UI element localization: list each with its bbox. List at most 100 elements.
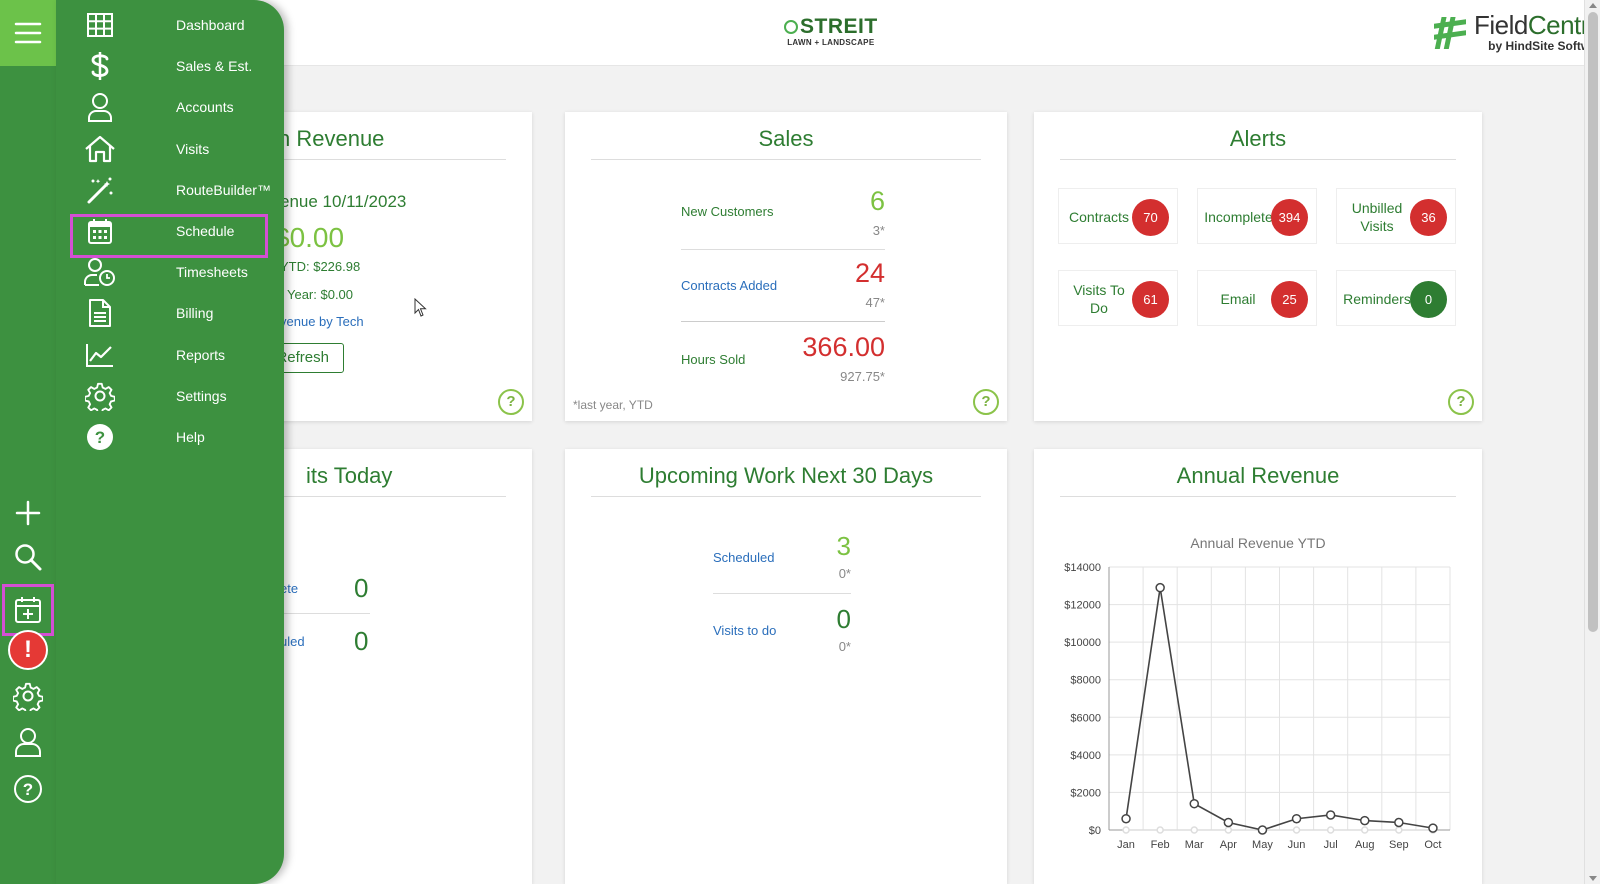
data-point: [1155, 582, 1165, 593]
help-icon: ?: [14, 775, 42, 803]
data-point: [1224, 826, 1233, 834]
fieldcentral-logo[interactable]: FieldCentral by HindSite Software: [1432, 12, 1600, 53]
upcoming-work-card: Upcoming Work Next 30 Days Scheduled 3 0…: [565, 449, 1007, 884]
count-badge: 394: [1271, 199, 1308, 236]
sales-row-value: 6: [869, 186, 885, 216]
user-icon: [15, 728, 41, 757]
selection-highlight: [70, 214, 268, 258]
sales-row-label[interactable]: Contracts Added: [681, 278, 778, 293]
revenue-by-tech-link[interactable]: venue by Tech: [280, 314, 364, 329]
scroll-down-icon[interactable]: [1589, 876, 1597, 881]
x-tick-label: Mar: [1185, 839, 1204, 851]
series-line: [1125, 587, 1434, 831]
alert-tile-contracts[interactable]: Contracts 70: [1058, 188, 1178, 244]
visits-row-label[interactable]: ete: [280, 581, 299, 596]
nav-item-settings[interactable]: Settings: [80, 377, 270, 415]
schedule-add-button[interactable]: [8, 590, 48, 630]
sales-row-label[interactable]: New Customers: [681, 204, 774, 219]
card-title: Upcoming Work Next 30 Days: [591, 463, 981, 497]
help-button[interactable]: ?: [8, 769, 48, 809]
x-tick-label: Jan: [1117, 839, 1135, 851]
fieldcentral-mark-icon: [1434, 16, 1466, 49]
annual-revenue-card: Annual Revenue Annual Revenue YTD $0 $200…: [1034, 449, 1482, 884]
x-tick-label: Aug: [1355, 839, 1375, 851]
y-tick-label: $6000: [1070, 712, 1101, 724]
nav-item-timesheets[interactable]: Timesheets: [80, 253, 270, 291]
count-badge: 36: [1410, 199, 1447, 236]
profile-button[interactable]: [8, 722, 48, 762]
x-tick-label: Sep: [1389, 839, 1409, 851]
sales-row-prev: 927.75*: [840, 369, 885, 384]
alert-tile-email[interactable]: Email 25: [1197, 270, 1317, 326]
nav-item-sales[interactable]: Sales & Est.: [80, 47, 270, 85]
left-rail: ! ?: [0, 0, 56, 884]
grid-icon: [80, 6, 120, 44]
data-point: [1292, 826, 1301, 834]
nav-item-accounts[interactable]: Accounts: [80, 88, 270, 126]
house-icon: [80, 130, 120, 168]
data-point: [1361, 826, 1369, 834]
sales-row: New Customers 6 3*: [681, 186, 885, 246]
nav-item-schedule[interactable]: Schedule: [80, 212, 270, 250]
sales-row-label: Hours Sold: [681, 352, 746, 367]
search-button[interactable]: [8, 537, 48, 577]
visits-row-value: 0: [354, 573, 369, 603]
upcoming-row-label[interactable]: Visits to do: [713, 623, 777, 638]
chart-line-icon: [80, 336, 120, 374]
scroll-thumb[interactable]: [1588, 12, 1598, 632]
help-icon[interactable]: ?: [498, 389, 524, 415]
calendar-add-icon: [15, 597, 41, 623]
sales-row: Contracts Added 24 47*: [681, 258, 885, 318]
gear-icon: [13, 682, 43, 711]
data-point: [1394, 817, 1404, 828]
svg-text:?: ?: [23, 780, 33, 799]
search-icon: [15, 544, 42, 571]
nav-item-dashboard[interactable]: Dashboard: [80, 6, 270, 44]
x-tick-label: Feb: [1151, 839, 1170, 851]
user-clock-icon: [80, 253, 120, 291]
y-tick-label: $10000: [1064, 637, 1101, 649]
divider: [713, 593, 851, 594]
data-point: [1291, 813, 1302, 824]
data-point: [1156, 826, 1164, 834]
help-icon[interactable]: ?: [973, 389, 999, 415]
menu-toggle-button[interactable]: [0, 0, 56, 66]
gear-icon: [80, 377, 120, 415]
magic-wand-icon: [80, 171, 120, 209]
add-button[interactable]: [8, 493, 48, 533]
alerts-button[interactable]: !: [8, 630, 48, 670]
sales-card: Sales New Customers 6 3* Contracts Added…: [565, 112, 1007, 421]
y-tick-label: $14000: [1064, 562, 1101, 574]
page-scrollbar[interactable]: [1584, 0, 1600, 884]
sales-row: Hours Sold 366.00 927.75*: [681, 332, 885, 392]
card-title: Alerts: [1060, 126, 1456, 160]
card-title: Annual Revenue: [1060, 463, 1456, 497]
y-tick-label: $4000: [1070, 750, 1101, 762]
alert-tile-unbilled-visits[interactable]: Unbilled Visits 36: [1336, 188, 1456, 244]
nav-item-visits[interactable]: Visits: [80, 130, 270, 168]
sales-row-prev: 3*: [872, 223, 885, 238]
nav-item-help[interactable]: ? Help: [80, 418, 270, 456]
settings-button[interactable]: [8, 676, 48, 716]
upcoming-row-label[interactable]: Scheduled: [713, 550, 775, 565]
x-tick-label: Jun: [1288, 839, 1306, 851]
alert-tile-incompletes[interactable]: Incompletes 394: [1197, 188, 1317, 244]
divider: [681, 321, 885, 322]
alert-tile-visits-to-do[interactable]: Visits To Do 61: [1058, 270, 1178, 326]
help-icon[interactable]: ?: [1448, 389, 1474, 415]
nav-item-reports[interactable]: Reports: [80, 336, 270, 374]
user-icon: [80, 88, 120, 126]
alert-tile-reminders[interactable]: Reminders 0: [1336, 270, 1456, 326]
divider: [681, 249, 885, 250]
y-tick-label: $12000: [1064, 600, 1101, 612]
x-tick-label: Jul: [1324, 839, 1338, 851]
revenue-ytd: YTD: $226.98: [280, 259, 361, 274]
nav-item-billing[interactable]: Billing: [80, 294, 270, 332]
nav-item-routebuilder[interactable]: RouteBuilder™: [80, 171, 271, 209]
sales-footnote: *last year, YTD: [573, 398, 653, 412]
card-title: n Revenue: [266, 126, 506, 160]
visits-today-card: its Today ete 0 uled 0: [240, 449, 532, 884]
scroll-up-icon[interactable]: [1589, 3, 1597, 8]
visits-row-label[interactable]: uled: [280, 634, 305, 649]
plus-icon: [15, 500, 41, 526]
